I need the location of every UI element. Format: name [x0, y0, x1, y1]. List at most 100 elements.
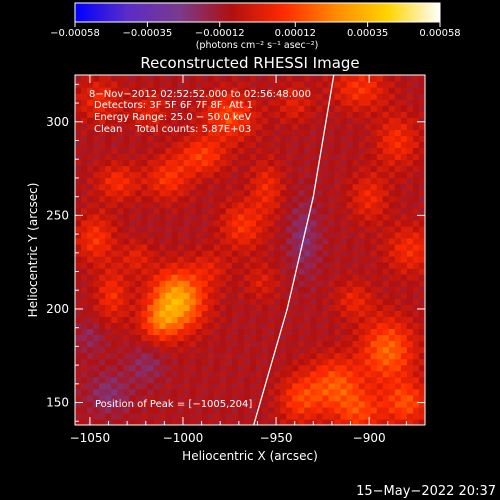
heatmap-cell	[304, 177, 311, 185]
heatmap-cell	[280, 400, 287, 408]
heatmap-cell	[298, 207, 305, 215]
heatmap-cell	[231, 298, 239, 305]
heatmap-cell	[358, 111, 366, 118]
heatmap-cell	[99, 87, 106, 94]
heatmap-cell	[376, 280, 384, 287]
heatmap-cell	[135, 376, 142, 384]
heatmap-cell	[111, 123, 118, 130]
heatmap-cell	[219, 322, 227, 330]
heatmap-cell	[274, 250, 281, 257]
heatmap-cell	[388, 316, 396, 324]
heatmap-cell	[292, 256, 299, 263]
heatmap-cell	[364, 171, 372, 179]
heatmap-cell	[256, 183, 263, 191]
heatmap-cell	[123, 358, 130, 366]
heatmap-cell	[87, 358, 94, 366]
heatmap-cell	[376, 388, 384, 396]
heatmap-cell	[183, 141, 191, 149]
heatmap-cell	[141, 219, 149, 227]
heatmap-cell	[147, 105, 155, 112]
heatmap-cell	[370, 346, 378, 354]
heatmap-cell	[280, 340, 287, 348]
heatmap-cell	[304, 75, 311, 82]
heatmap-cell	[250, 135, 257, 142]
heatmap-cell	[171, 298, 179, 305]
heatmap-cell	[177, 105, 185, 112]
heatmap-cell	[292, 141, 299, 149]
heatmap-cell	[243, 298, 251, 305]
heatmap-cell	[159, 225, 167, 233]
heatmap-cell	[412, 81, 420, 88]
heatmap-cell	[213, 111, 221, 118]
heatmap-cell	[99, 322, 106, 330]
heatmap-cell	[99, 111, 106, 118]
heatmap-cell	[280, 75, 287, 82]
heatmap-cell	[87, 400, 94, 408]
heatmap-cell	[388, 322, 396, 330]
heatmap-cell	[352, 322, 360, 330]
heatmap-cell	[177, 274, 185, 281]
heatmap-cell	[231, 340, 239, 348]
heatmap-cell	[111, 394, 118, 402]
heatmap-cell	[243, 177, 251, 185]
heatmap-cell	[406, 364, 414, 372]
heatmap-cell	[418, 340, 425, 348]
heatmap-cell	[286, 304, 293, 311]
heatmap-cell	[334, 147, 342, 155]
heatmap-cell	[159, 219, 167, 227]
heatmap-cell	[418, 250, 425, 257]
heatmap-cell	[358, 274, 366, 281]
heatmap-cell	[93, 183, 100, 191]
heatmap-cell	[165, 141, 173, 149]
heatmap-cell	[298, 418, 305, 425]
heatmap-cell	[201, 93, 209, 100]
heatmap-cell	[394, 111, 402, 118]
heatmap-cell	[153, 219, 161, 227]
heatmap-cell	[177, 81, 185, 88]
heatmap-cell	[93, 316, 100, 324]
heatmap-cell	[376, 274, 384, 281]
heatmap-cell	[81, 123, 88, 130]
heatmap-cell	[183, 292, 191, 299]
heatmap-cell	[177, 286, 185, 293]
heatmap-cell	[406, 219, 414, 227]
heatmap-cell	[111, 147, 118, 155]
heatmap-cell	[231, 87, 239, 94]
heatmap-cell	[250, 243, 257, 251]
heatmap-cell	[304, 123, 311, 130]
heatmap-cell	[135, 117, 142, 124]
heatmap-cell	[237, 316, 245, 324]
heatmap-cell	[117, 93, 124, 100]
heatmap-cell	[310, 340, 317, 348]
heatmap-cell	[81, 189, 88, 197]
heatmap-cell	[352, 117, 360, 124]
heatmap-cell	[250, 93, 257, 100]
heatmap-cell	[250, 219, 257, 227]
heatmap-cell	[159, 117, 167, 124]
heatmap-cell	[117, 141, 124, 149]
heatmap-cell	[370, 406, 378, 414]
heatmap-cell	[75, 213, 82, 221]
heatmap-cell	[376, 93, 384, 100]
heatmap-cell	[364, 105, 372, 112]
heatmap-cell	[153, 280, 161, 287]
heatmap-cell	[243, 250, 251, 257]
heatmap-cell	[256, 268, 263, 275]
heatmap-cell	[310, 225, 317, 233]
heatmap-cell	[292, 225, 299, 233]
heatmap-cell	[364, 117, 372, 124]
heatmap-cell	[171, 304, 179, 311]
heatmap-cell	[153, 316, 161, 324]
heatmap-cell	[183, 243, 191, 251]
heatmap-cell	[183, 376, 191, 384]
heatmap-cell	[388, 400, 396, 408]
heatmap-cell	[183, 334, 191, 342]
heatmap-cell	[237, 286, 245, 293]
heatmap-cell	[75, 99, 82, 106]
heatmap-cell	[165, 231, 173, 239]
heatmap-cell	[243, 201, 251, 209]
heatmap-cell	[111, 213, 118, 221]
heatmap-cell	[135, 207, 142, 215]
heatmap-cell	[406, 358, 414, 366]
